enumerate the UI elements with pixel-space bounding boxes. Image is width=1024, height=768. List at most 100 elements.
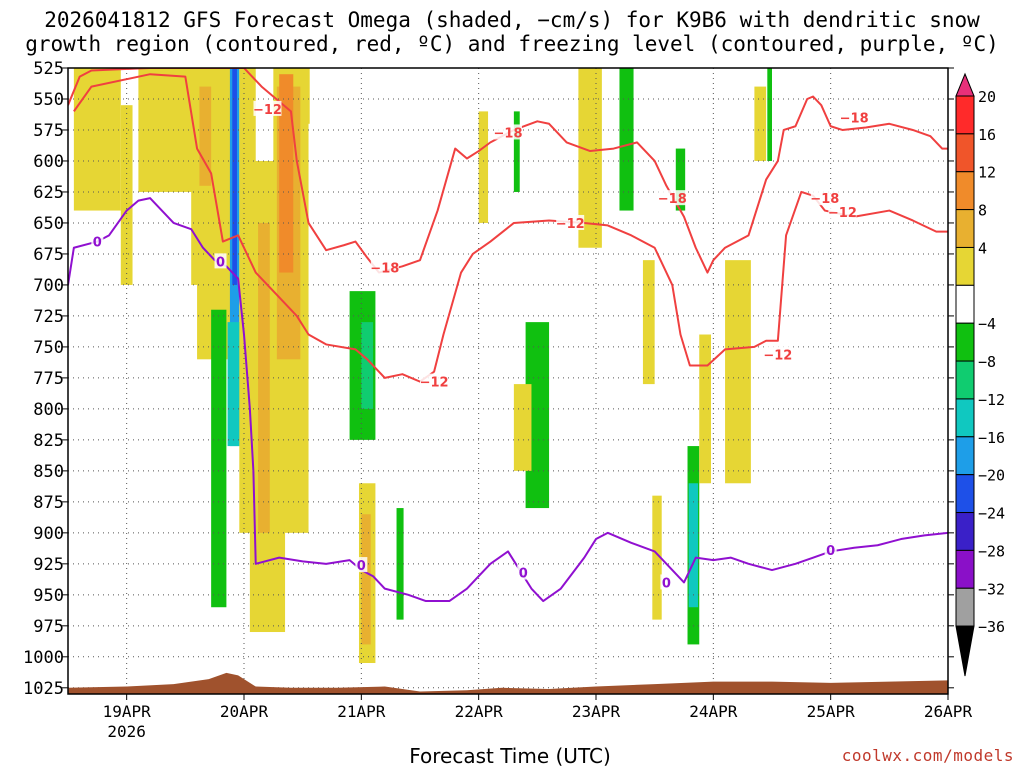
x-tick-label-20APR: 20APR [220, 702, 269, 721]
y-tick-label-675: 675 [33, 245, 64, 265]
contour-label-bg-0 [253, 100, 282, 116]
y-tick-label-875: 875 [33, 493, 64, 513]
chart-title-line1: 2026041812 GFS Forecast Omega (shaded, −… [44, 8, 980, 32]
contour-label-bg-10 [91, 233, 104, 249]
omega-patch-30 [675, 148, 686, 211]
chart-title-line2: growth region (contoured, red, ºC) and f… [25, 32, 999, 56]
y-tick-label-600: 600 [33, 152, 64, 172]
colorbar-swatch-6 [955, 322, 975, 362]
y-tick-label-925: 925 [33, 555, 64, 575]
x-tick-label-19APR: 19APR [103, 702, 152, 721]
x-tick-label-26APR: 26APR [924, 702, 973, 721]
y-tick-label-525: 525 [33, 59, 64, 79]
contour-label-3: −18 [494, 126, 523, 141]
y-tick-label-900: 900 [33, 524, 64, 544]
omega-patch-27 [619, 68, 634, 211]
contour-label-1: −18 [370, 262, 399, 277]
contour-label-10: 0 [93, 236, 102, 251]
y-tick-label-975: 975 [33, 617, 64, 637]
y-tick-label-550: 550 [33, 90, 64, 110]
omega-patch-1 [120, 105, 133, 285]
omega-patch-25 [513, 384, 532, 471]
y-tick-label-825: 825 [33, 431, 64, 451]
colorbar-label-8: −12 [978, 391, 1005, 409]
contour-label-bg-4 [556, 214, 585, 230]
colorbar-label-11: −24 [978, 505, 1005, 523]
colorbar-swatch-11 [955, 512, 975, 551]
colorbar-swatch-9 [955, 436, 975, 476]
y-tick-label-650: 650 [33, 214, 64, 234]
colorbar-label-9: −16 [978, 429, 1005, 447]
x-tick-label-22APR: 22APR [455, 702, 504, 721]
omega-patch-24 [525, 322, 550, 509]
y-tick-label-725: 725 [33, 307, 64, 327]
contour-label-13: 0 [519, 567, 528, 582]
contour-label-12: 0 [357, 559, 366, 574]
omega-patch-0 [73, 68, 121, 211]
omega-patch-15 [279, 74, 294, 273]
contour-label-5: −18 [658, 192, 687, 207]
contour-label-11: 0 [216, 255, 225, 270]
colorbar-swatch-2 [955, 171, 975, 211]
omega-patch-33 [699, 334, 711, 484]
y-tick-label-800: 800 [33, 400, 64, 420]
contour-label-bg-5 [658, 190, 687, 206]
omega-patch-26 [578, 68, 602, 248]
colorbar-label-12: −28 [978, 542, 1005, 560]
omega-patch-23 [513, 111, 520, 192]
y-tick-label-575: 575 [33, 121, 64, 141]
omega-patch-9 [227, 322, 242, 447]
terrain-fill [68, 672, 948, 694]
colorbar-label-10: −20 [978, 467, 1005, 485]
colorbar-swatch-1 [955, 133, 975, 173]
omega-patch-34 [725, 260, 751, 484]
y-tick-label-1000: 1000 [23, 648, 64, 668]
colorbar-label-14: −36 [978, 618, 1005, 636]
contour-freezing-lower [252, 470, 948, 603]
x-tick-label-21APR: 21APR [337, 702, 386, 721]
y-tick-label-850: 850 [33, 462, 64, 482]
colorbar-swatch-5 [955, 284, 975, 324]
y-tick-label-950: 950 [33, 586, 64, 606]
contour-label-bg-13 [517, 564, 530, 580]
contour-label-bg-2 [420, 373, 449, 389]
omega-patch-8 [232, 68, 237, 285]
contour-label-8: −18 [840, 112, 869, 127]
contour-label-bg-15 [824, 542, 837, 558]
contour-label-7: −18 [810, 192, 839, 207]
credit-link[interactable]: coolwx.com/models [841, 746, 1014, 765]
colorbar-label-6: −4 [978, 315, 996, 333]
contour-dgz-lower [73, 73, 948, 383]
contour-freezing-upper [68, 197, 255, 471]
colorbar-top-arrow [955, 72, 975, 97]
x-axis-title: Forecast Time (UTC) [409, 744, 611, 768]
x-tick-sublabel-19APR: 2026 [107, 722, 146, 741]
colorbar-label-3: 8 [978, 202, 987, 220]
contour-label-bg-12 [355, 557, 368, 573]
colorbar-label-4: 4 [978, 239, 987, 257]
colorbar-bottom-arrow [955, 625, 975, 677]
omega-patch-21 [396, 508, 404, 620]
colorbar-swatch-3 [955, 209, 975, 248]
x-tick-label-25APR: 25APR [807, 702, 856, 721]
omega-patch-36 [767, 68, 772, 161]
omega-patch-29 [652, 495, 662, 620]
omega-patch-16 [302, 68, 310, 124]
contour-label-bg-6 [763, 346, 792, 362]
colorbar-swatch-4 [955, 246, 975, 286]
contour-dgz-upper [68, 68, 948, 274]
contour-label-4: −12 [556, 217, 585, 232]
contour-label-0: −12 [253, 103, 282, 118]
y-tick-label-1025: 1025 [23, 679, 64, 699]
omega-patch-20 [361, 514, 371, 645]
contour-label-bg-7 [810, 190, 839, 206]
omega-patch-35 [754, 86, 767, 161]
y-tick-label-775: 775 [33, 369, 64, 389]
contour-label-bg-9 [828, 203, 857, 219]
colorbar-swatch-13 [955, 587, 975, 627]
colorbar-swatch-0 [955, 95, 975, 135]
omega-patch-32 [688, 483, 699, 608]
colorbar-label-1: 16 [978, 126, 996, 144]
omega-patch-5 [199, 86, 212, 186]
colorbar-swatch-10 [955, 474, 975, 514]
